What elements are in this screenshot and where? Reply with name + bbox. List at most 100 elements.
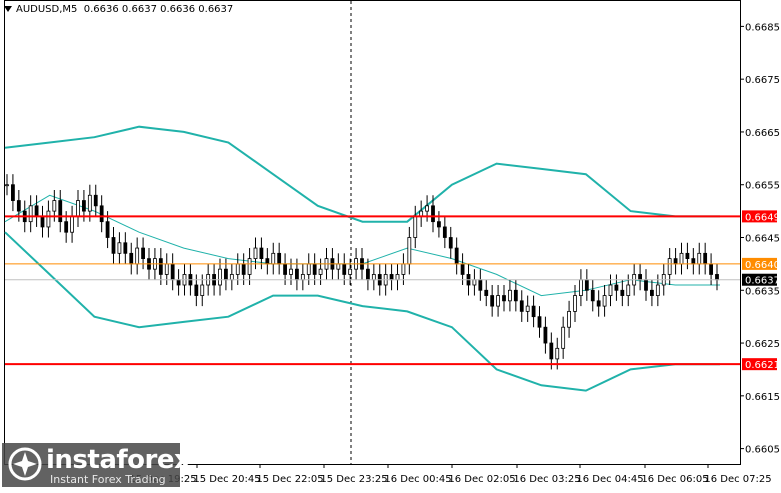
price-tick-label: 0.6645: [745, 234, 780, 245]
candle-body: [366, 268, 370, 281]
candle-body: [602, 295, 607, 307]
bollinger-lower-band: [4, 231, 720, 392]
candle-body: [395, 274, 400, 281]
candle-body: [460, 263, 465, 275]
candle-body: [295, 268, 299, 281]
time-tick-label: 15 Dec 20:45: [193, 474, 260, 485]
candles: [5, 174, 719, 370]
candle-body: [11, 184, 15, 201]
candle-body: [679, 252, 684, 265]
candle-body: [200, 284, 205, 296]
candle-body: [401, 263, 406, 275]
candle-body: [584, 279, 589, 291]
candle-body: [549, 342, 554, 360]
price-tick-label: 0.6675: [745, 75, 780, 86]
instaforex-watermark: instaforex Instant Forex Trading: [2, 443, 191, 487]
candle-body: [709, 263, 713, 275]
candle-body: [442, 226, 447, 238]
candle-body: [650, 289, 654, 296]
candle-body: [697, 252, 702, 265]
candle-body: [312, 263, 317, 275]
candle-body: [567, 310, 571, 328]
candle-body: [478, 279, 483, 291]
price-tick-label: 0.6615: [745, 392, 780, 403]
candle-body: [437, 221, 441, 228]
candle-body: [472, 279, 477, 286]
candle-body: [164, 263, 169, 275]
ohlc-values: 0.6636 0.6637 0.6636 0.6637: [83, 4, 234, 15]
candle-body: [158, 258, 163, 275]
candle-body: [448, 237, 453, 249]
candle-body: [235, 263, 240, 275]
candle-body: [685, 252, 690, 260]
time-tick-label: 15 Dec 22:05: [256, 474, 323, 485]
candle-body: [58, 200, 63, 223]
candle-body: [525, 305, 530, 312]
candle-body: [389, 274, 394, 281]
candle-body: [318, 268, 323, 275]
candle-body: [46, 210, 51, 228]
candle-body: [596, 300, 601, 307]
candle-body: [502, 295, 506, 302]
candle-body: [229, 274, 234, 281]
candle-body: [271, 252, 276, 265]
candle-body: [543, 326, 548, 344]
candle-body: [176, 279, 181, 286]
candle-body: [218, 268, 222, 286]
candle-body: [519, 300, 524, 312]
candle-body: [34, 205, 39, 217]
candle-body: [484, 289, 489, 296]
candle-body: [253, 247, 258, 260]
candle-body: [224, 268, 228, 281]
brand-name: instaforex: [46, 445, 191, 475]
candle-body: [531, 305, 536, 318]
candle-body: [241, 263, 246, 275]
candle-body: [70, 215, 74, 233]
candle-body: [117, 242, 122, 254]
candle-body: [247, 258, 252, 275]
candle-body: [300, 274, 305, 281]
candle-body: [265, 258, 270, 265]
level-price-tag: [742, 210, 777, 223]
candle-body: [454, 247, 459, 265]
candle-body: [16, 200, 21, 212]
time-tick-label: 16 Dec 03:25: [513, 474, 580, 485]
candle-body: [87, 194, 92, 212]
chart-title: AUDUSD,M5 0.6636 0.6637 0.6636 0.6637: [4, 4, 233, 15]
chevron-down-icon[interactable]: [4, 6, 12, 12]
time-tick-label: 16 Dec 02:05: [448, 474, 515, 485]
instaforex-logo-icon: [8, 447, 42, 481]
candle-body: [638, 274, 642, 281]
candle-body: [508, 289, 512, 302]
candle-body: [626, 284, 631, 296]
time-tick-label: 16 Dec 04:45: [576, 474, 643, 485]
level-price-label: 0.6649: [745, 212, 780, 223]
candle-body: [135, 247, 140, 265]
candle-body: [141, 247, 145, 260]
candle-body: [105, 221, 110, 238]
candle-body: [407, 237, 412, 265]
candle-body: [64, 221, 69, 233]
candle-body: [614, 284, 619, 291]
candle-body: [644, 279, 648, 291]
candle-body: [28, 205, 33, 223]
level-price-label: 0.6621: [745, 360, 780, 371]
candle-body: [170, 263, 175, 281]
price-tick-label: 0.6625: [745, 339, 780, 350]
candle-body: [123, 242, 128, 254]
candle-body: [425, 205, 429, 212]
candle-body: [691, 258, 696, 265]
current-price-tag: [742, 273, 777, 286]
candle-body: [590, 289, 595, 302]
price-tick-label: 0.6655: [745, 181, 780, 192]
price-tick-label: 0.6635: [745, 286, 780, 297]
candle-body: [129, 252, 134, 265]
candle-body: [111, 237, 116, 254]
horizontal-levels[interactable]: 0.6649 0.6640 0.6621 0.6637: [5, 210, 780, 371]
time-tick-label: 16 Dec 06:05: [641, 474, 708, 485]
candle-body: [99, 205, 104, 223]
price-tick-label: 0.6685: [745, 22, 780, 33]
